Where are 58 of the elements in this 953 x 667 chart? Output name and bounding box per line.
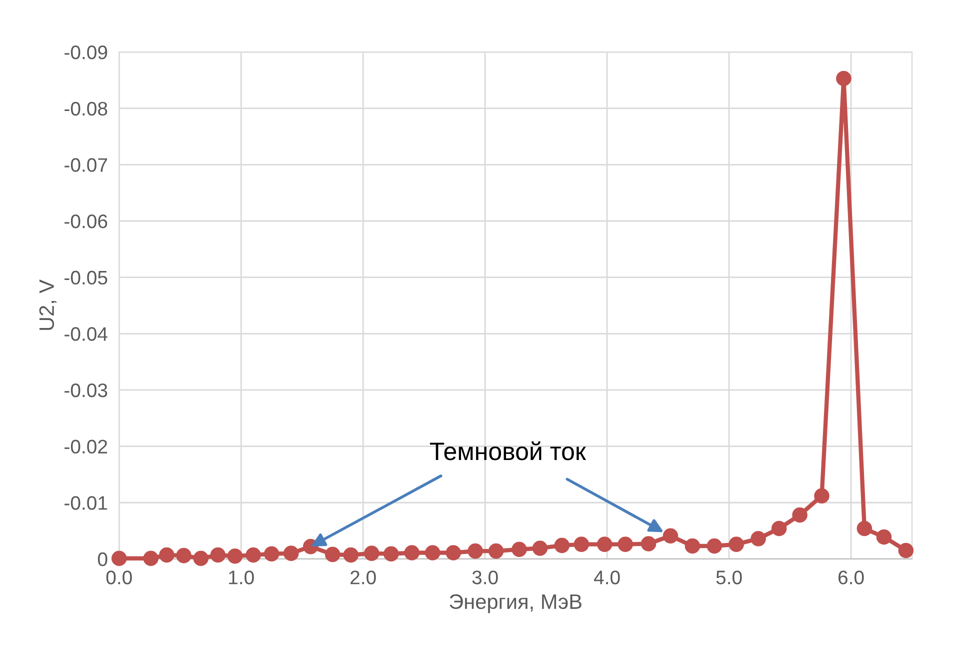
y-tick-label: -0.02 bbox=[64, 440, 108, 454]
y-tick-label: -0.01 bbox=[64, 496, 108, 510]
point bbox=[792, 507, 808, 523]
point bbox=[488, 543, 504, 559]
point bbox=[532, 540, 548, 556]
point bbox=[283, 546, 299, 561]
y-axis-title: U2, V bbox=[39, 280, 56, 330]
point bbox=[246, 547, 261, 563]
point bbox=[836, 70, 852, 86]
point bbox=[640, 536, 656, 552]
point bbox=[512, 542, 527, 558]
point bbox=[424, 545, 440, 560]
annotation: Темновой ток bbox=[430, 441, 586, 460]
point bbox=[176, 548, 192, 564]
y-tick-label: 0 bbox=[98, 552, 108, 566]
point bbox=[618, 536, 633, 552]
point bbox=[143, 550, 158, 566]
x-tick-label: 0.0 bbox=[106, 570, 132, 584]
y-tick-label: -0.09 bbox=[64, 45, 108, 60]
point bbox=[404, 545, 420, 560]
point bbox=[264, 546, 280, 562]
x-tick-label: 5.0 bbox=[716, 570, 742, 584]
y-tick-label: -0.05 bbox=[64, 270, 108, 285]
x-tick-label: 6.0 bbox=[838, 570, 864, 584]
point bbox=[814, 488, 830, 504]
y-tick-label: -0.03 bbox=[64, 383, 108, 398]
x-tick-label: 3.0 bbox=[472, 570, 498, 584]
point bbox=[446, 545, 461, 560]
x-tick-label: 1.0 bbox=[229, 570, 254, 584]
point bbox=[662, 528, 678, 544]
point bbox=[596, 536, 612, 552]
x-tick-label: 2.0 bbox=[350, 570, 376, 584]
point bbox=[343, 547, 359, 563]
point bbox=[324, 546, 340, 562]
x-tick-label: 4.0 bbox=[594, 570, 620, 584]
point bbox=[898, 542, 914, 558]
point bbox=[193, 550, 208, 566]
point bbox=[554, 538, 570, 554]
point bbox=[684, 538, 700, 554]
point bbox=[876, 529, 892, 545]
point bbox=[771, 520, 787, 536]
y-tick-label: -0.06 bbox=[64, 214, 108, 228]
point bbox=[574, 536, 590, 552]
point bbox=[706, 538, 722, 554]
point bbox=[111, 550, 127, 566]
y-tick-label: -0.08 bbox=[64, 102, 108, 116]
point bbox=[384, 546, 399, 562]
point bbox=[750, 531, 766, 546]
point bbox=[159, 547, 174, 563]
point bbox=[210, 547, 226, 563]
point bbox=[468, 543, 483, 559]
point bbox=[227, 548, 243, 564]
x-axis-title: Энергия, МэВ bbox=[450, 594, 582, 614]
y-tick-label: -0.04 bbox=[64, 327, 108, 341]
y-tick-label: -0.07 bbox=[64, 158, 108, 172]
point bbox=[856, 520, 872, 536]
point bbox=[728, 536, 744, 552]
point bbox=[364, 546, 380, 561]
